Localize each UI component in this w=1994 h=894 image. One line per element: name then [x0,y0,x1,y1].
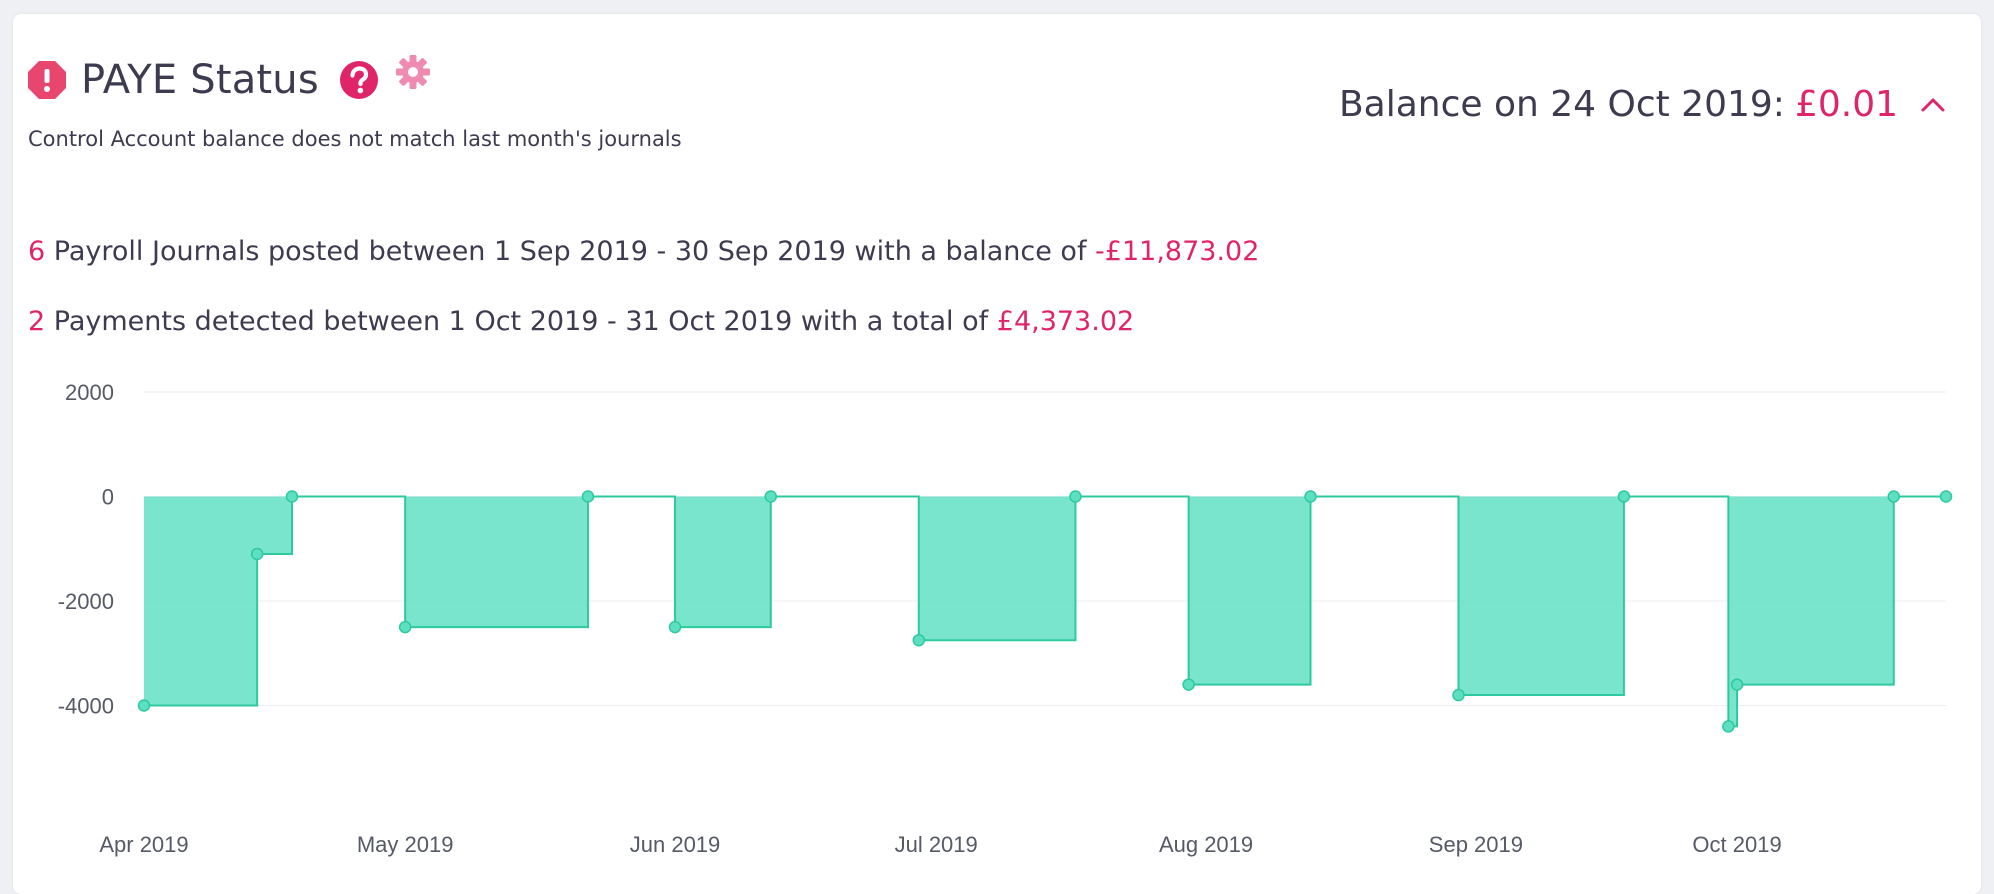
status-subtitle: Control Account balance does not match l… [28,127,682,151]
data-point [1617,490,1631,503]
x-tick-label: Oct 2019 [1692,832,1781,857]
payments-text: Payments detected between 1 Oct 2019 - 3… [53,306,989,337]
data-point [581,490,595,503]
data-point [137,699,151,712]
x-tick-label: Jul 2019 [895,832,978,857]
data-point [250,547,264,561]
journals-amount: -£11,873.02 [1095,236,1260,267]
series-area [144,496,1946,727]
data-point [764,490,778,503]
data-point [1182,678,1195,691]
page-title: PAYE Status [81,57,319,103]
y-tick-label: 0 [102,485,114,510]
journals-text: Payroll Journals posted between 1 Sep 20… [53,236,1087,267]
data-point [1452,688,1465,702]
help-circle-icon[interactable] [339,60,379,100]
balance-chart: 2000 0 -2000 -4000 Apr 2019 May 2019 Jun 2019 J… [58,380,1953,857]
y-tick-label: -4000 [58,694,114,719]
chevron-up-icon[interactable] [1920,95,1946,115]
data-point [912,633,926,647]
y-tick-label: 2000 [65,380,114,405]
payments-summary: 2 Payments detected between 1 Oct 2019 -… [28,306,1134,337]
gear-icon[interactable] [393,52,433,92]
data-point [398,620,412,634]
x-tick-label: May 2019 [357,832,454,857]
data-point [1722,720,1735,733]
data-point [1730,678,1744,691]
card-header: PAYE Status [27,50,433,110]
paye-status-card [13,14,1981,894]
alert-octagon-icon [27,60,67,100]
balance-toggle[interactable]: Balance on 24 Oct 2019: £0.01 [1339,84,1946,125]
data-point [1887,490,1901,503]
x-tick-label: Apr 2019 [99,832,188,857]
data-point [668,620,682,634]
x-tick-label: Sep 2019 [1429,832,1523,857]
payments-count: 2 [28,306,46,337]
data-point [1939,490,1953,503]
data-point [1304,490,1317,503]
balance-amount: £0.01 [1794,84,1898,125]
x-tick-label: Aug 2019 [1159,832,1253,857]
journals-summary: 6 Payroll Journals posted between 1 Sep … [28,236,1259,267]
x-tick-label: Jun 2019 [630,832,721,857]
y-tick-label: -2000 [58,589,114,614]
payments-amount: £4,373.02 [996,306,1135,337]
series-line [144,495,1946,728]
data-point [1069,490,1082,503]
balance-label: Balance on 24 Oct 2019: [1338,84,1785,125]
journals-count: 6 [28,236,46,267]
data-point [285,490,299,503]
